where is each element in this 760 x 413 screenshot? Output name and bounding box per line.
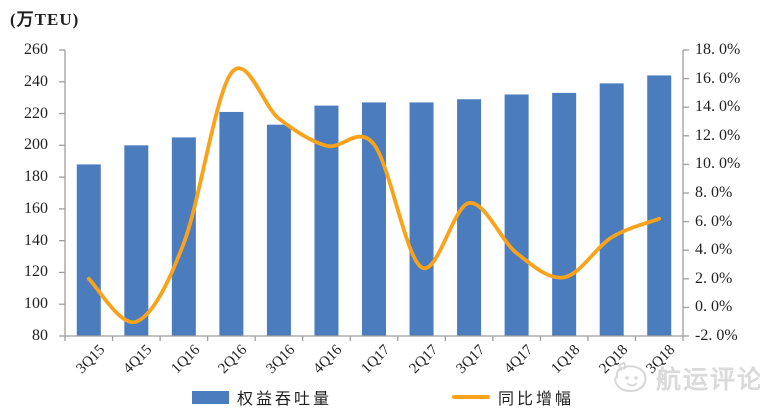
legend-label-equity-throughput: 权益吞吐量 [237,391,333,408]
bar-1Q18 [552,92,577,337]
bar-series-swatch [192,390,229,404]
bar-4Q15 [124,145,149,336]
legend-item-equity-throughput: 权益吞吐量 [192,387,333,408]
bar-4Q17 [504,94,529,336]
bar-3Q17 [457,99,482,336]
bar-2Q17 [409,102,434,336]
bar-2Q16 [219,111,244,336]
legend-item-yoy-growth: 同比增幅 [452,387,575,408]
legend-label-yoy-growth: 同比增幅 [498,391,575,408]
line-series-swatch [452,395,490,399]
yoy-growth-line [86,66,662,324]
bar-4Q16 [314,105,339,336]
legend: 权益吞吐量 同比增幅 [0,387,760,408]
bar-3Q15 [76,164,101,336]
bar-1Q16 [171,137,196,336]
bar-3Q18 [647,75,672,336]
bar-3Q16 [266,124,291,336]
bar-2Q18 [599,83,624,336]
bar-1Q17 [362,102,386,336]
left-axis-unit-label: (万TEU) [10,10,80,29]
